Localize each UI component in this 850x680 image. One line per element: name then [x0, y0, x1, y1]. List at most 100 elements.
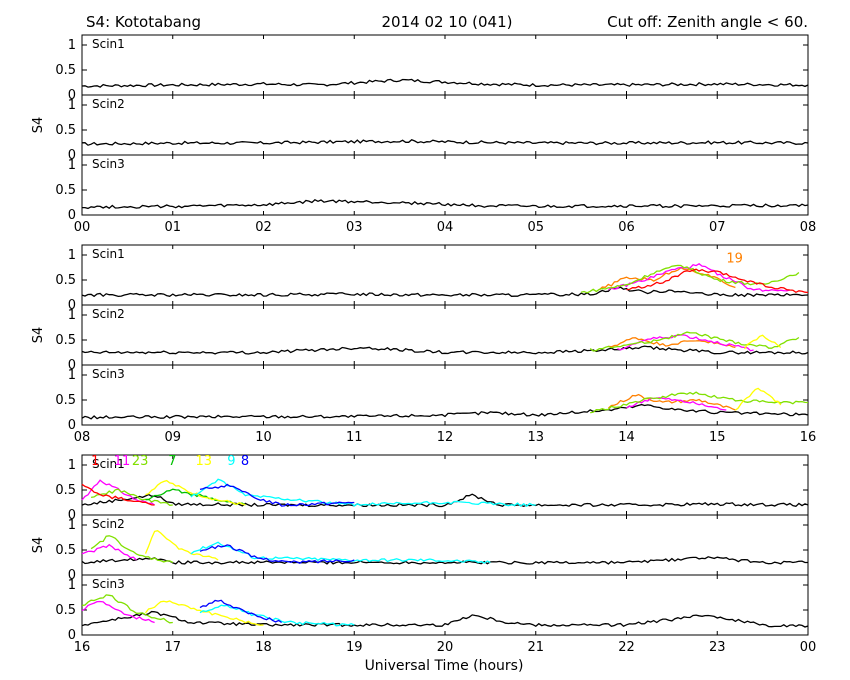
panel-scin1: Scin1 0 0.5 1 19	[55, 244, 809, 313]
panel-frame	[81, 514, 809, 576]
x-tick-label: 23	[709, 640, 726, 655]
x-tick-label: 07	[709, 220, 726, 235]
x-tick-label: 16	[74, 640, 91, 655]
y-axis-label: S4	[31, 117, 46, 134]
prn-label: 13	[195, 454, 212, 469]
y-tick-label: 1	[68, 458, 76, 473]
prn-label: 8	[241, 454, 249, 469]
x-tick-label: 11	[346, 430, 363, 445]
y-tick-label: 0	[68, 628, 76, 643]
x-tick-label: 16	[800, 430, 817, 445]
date-title: 2014 02 10 (041)	[382, 13, 513, 31]
series-line	[81, 286, 809, 298]
y-tick-label: 0	[68, 148, 76, 163]
y-tick-label: 1	[68, 308, 76, 323]
y-tick-label: 0	[68, 508, 76, 523]
x-tick-label: 02	[255, 220, 272, 235]
panel-scin3: Scin3 0 0.5 1	[55, 364, 809, 433]
series-line	[81, 543, 137, 561]
cutoff-title: Cut off: Zenith angle < 60.	[607, 13, 808, 31]
series-line	[81, 139, 809, 146]
series-line	[82, 199, 809, 210]
prn-label: 7	[168, 454, 176, 469]
y-tick-label: 0.5	[55, 483, 76, 498]
panel-label: Scin2	[92, 97, 125, 111]
panel-label: Scin2	[92, 517, 125, 531]
x-tick-label: 18	[255, 640, 272, 655]
panel-scin2: Scin2 0 0.5 1 S4	[31, 94, 809, 163]
series-line	[81, 600, 155, 624]
panel-scin3: Scin3 0 0.5 1	[55, 574, 809, 643]
y-tick-label: 1	[68, 158, 76, 173]
x-tick-label: 21	[527, 640, 544, 655]
series-line	[190, 541, 491, 564]
x-tick-label: 00	[74, 220, 91, 235]
x-tick-label: 08	[74, 430, 91, 445]
series-line	[90, 535, 174, 564]
panel-scin3: Scin3 0 0.5 1	[55, 154, 809, 223]
x-tick-label: 09	[164, 430, 181, 445]
y-tick-label: 0	[68, 208, 76, 223]
series-line	[199, 483, 355, 507]
panel-label: Scin2	[92, 307, 125, 321]
series-line	[199, 544, 355, 564]
y-tick-label: 0	[68, 298, 76, 313]
time-group-2: Scin1 0 0.5 1 19 Scin2 0 0.5 1 S4 Scin3 0 0.5 1 08 09 10…	[31, 244, 817, 445]
panel-frame	[81, 34, 809, 96]
x-tick-label: 15	[709, 430, 726, 445]
series-line	[81, 610, 809, 628]
x-tick-label: 00	[800, 640, 817, 655]
series-line	[81, 479, 155, 506]
y-axis-label: S4	[31, 537, 46, 554]
series-line	[190, 478, 536, 507]
panel-frame	[81, 94, 809, 156]
prn-label: 1	[91, 454, 99, 469]
time-group-1: Scin1 0 0.5 1 Scin2 0 0.5 1 S4 Scin3 0 0.5 1 00 01 02 03…	[31, 34, 816, 235]
series-line	[81, 483, 155, 506]
y-tick-label: 0.5	[55, 543, 76, 558]
series-line	[81, 556, 808, 565]
series-line	[598, 266, 736, 291]
series-line	[626, 397, 727, 411]
x-tick-label: 04	[437, 220, 454, 235]
y-tick-label: 1	[68, 248, 76, 263]
panel-label: Scin1	[92, 457, 125, 471]
y-tick-label: 0	[68, 418, 76, 433]
x-tick-label: 13	[527, 430, 544, 445]
x-tick-label: 20	[437, 640, 454, 655]
y-tick-label: 0.5	[55, 123, 76, 138]
series-line	[589, 331, 800, 352]
x-axis-label: Universal Time (hours)	[365, 658, 524, 674]
station-title: S4: Kototabang	[86, 13, 201, 31]
x-tick-label: 17	[164, 640, 181, 655]
y-tick-label: 1	[68, 368, 76, 383]
series-line	[81, 403, 809, 420]
prn-label: 19	[726, 252, 743, 267]
y-tick-label: 0.5	[55, 183, 76, 198]
x-tick-label: 14	[618, 430, 635, 445]
series-line	[81, 493, 809, 508]
series-line	[199, 599, 282, 624]
panel-scin1: Scin1 0 0.5 1	[55, 34, 809, 103]
x-tick-label: 06	[618, 220, 635, 235]
y-axis-label: S4	[31, 327, 46, 344]
panel-label: Scin3	[92, 577, 125, 591]
series-line	[144, 600, 264, 626]
series-line	[199, 604, 355, 627]
panel-scin2: Scin2 0 0.5 1 S4	[31, 304, 809, 373]
y-tick-label: 0.5	[55, 63, 76, 78]
x-tick-label: 01	[164, 220, 181, 235]
series-line	[743, 334, 782, 350]
panel-label: Scin3	[92, 157, 125, 171]
series-line	[607, 393, 736, 411]
panel-frame	[81, 244, 809, 306]
series-line	[626, 268, 809, 294]
x-tick-label: 05	[527, 220, 544, 235]
y-tick-label: 0.5	[55, 333, 76, 348]
series-line	[144, 529, 219, 561]
x-tick-label: 22	[618, 640, 635, 655]
